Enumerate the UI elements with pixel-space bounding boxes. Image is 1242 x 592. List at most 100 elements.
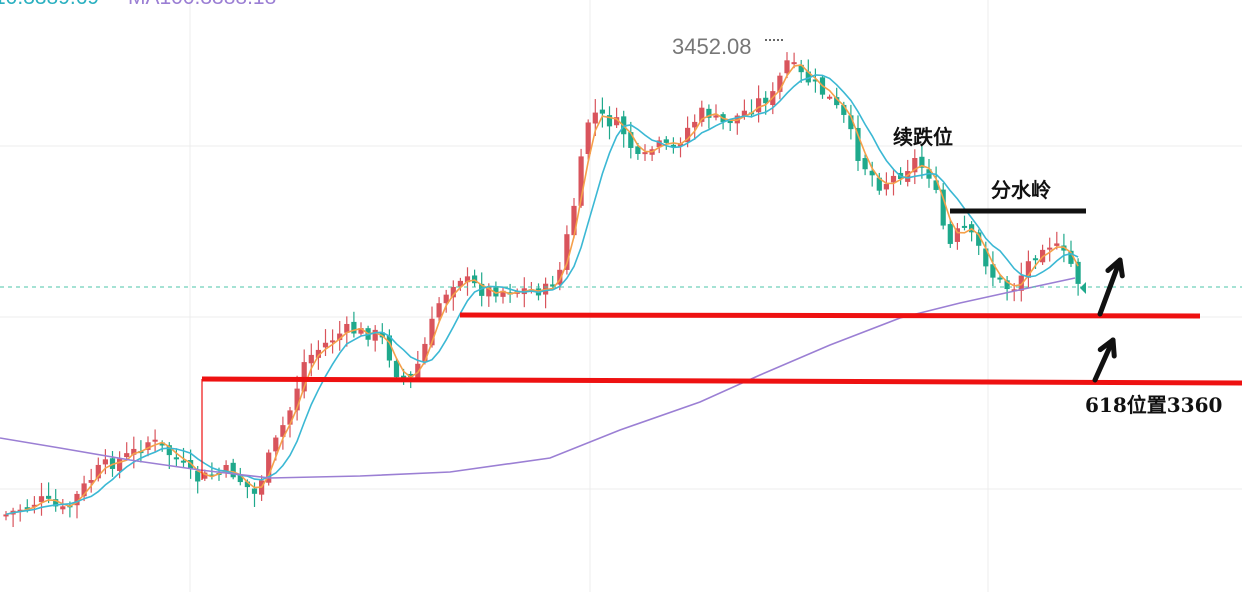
candle-body-16: [117, 458, 123, 471]
candle-body-84: [599, 109, 605, 114]
candle-body-135: [961, 225, 968, 228]
candle-body-34: [244, 481, 250, 488]
watershed-label: 分水岭: [991, 178, 1051, 202]
candle-body-82: [585, 122, 591, 154]
candle-body-100: [713, 115, 719, 118]
candle-body-88: [628, 132, 634, 148]
candle-body-49: [351, 321, 357, 334]
ma-fast-line: [5, 64, 1079, 516]
fib-618-label: 618位置3360: [1085, 393, 1222, 417]
candle-body-79: [564, 234, 570, 270]
candle-body-140: [997, 277, 1003, 280]
candle-body-43: [308, 354, 314, 364]
candle-body-97: [692, 121, 698, 128]
candle-body-139: [990, 264, 996, 278]
candle-body-47: [337, 333, 343, 341]
candle-body-11: [81, 483, 87, 497]
candle-body-94: [670, 144, 676, 147]
ma-slow-line: [0, 277, 1076, 479]
candle-body-20: [145, 442, 151, 450]
candle-body-32: [230, 462, 236, 478]
candle-body-83: [592, 112, 598, 124]
arrow-upper: [1097, 257, 1123, 317]
candle-body-5: [38, 496, 45, 503]
candle-body-80: [571, 205, 577, 236]
candle-body-31: [223, 465, 229, 473]
candle-body-40: [287, 410, 293, 425]
candle-body-127: [905, 171, 911, 182]
candle-body-119: [848, 115, 854, 130]
candle-body-111: [791, 62, 797, 65]
candle-body-27: [195, 470, 201, 482]
peak-price-label: 3452.08: [672, 34, 752, 59]
arrow-lower-head: [1097, 337, 1117, 359]
candle-body-14: [102, 459, 108, 465]
candle-body-106: [756, 98, 762, 113]
candle-body-151: [1075, 261, 1081, 284]
candle-body-128: [912, 158, 918, 173]
candle-body-10: [74, 493, 80, 506]
candle-body-89: [635, 146, 641, 154]
candle-body-134: [954, 228, 960, 242]
candle-body-99: [706, 108, 712, 118]
candle-body-90: [642, 152, 648, 155]
candle-body-45: [322, 342, 329, 348]
candle-body-92: [656, 140, 662, 148]
candle-body-44: [315, 349, 321, 358]
candle-body-55: [393, 360, 400, 378]
candle-body-98: [699, 107, 705, 122]
candle-body-147: [1047, 247, 1053, 250]
arrow-lower: [1092, 337, 1116, 383]
candle-body-107: [763, 97, 769, 104]
support-line-lower: [201, 376, 1242, 386]
ma-mid-line: [5, 74, 1079, 516]
candle-body-117: [834, 97, 840, 106]
candle-body-64: [457, 280, 463, 287]
candle-body-143: [1018, 275, 1024, 291]
candle-body-56: [401, 375, 407, 378]
candle-body-131: [933, 180, 939, 190]
candle-body-116: [827, 96, 833, 99]
candle-body-109: [777, 75, 783, 92]
candle-body-7: [53, 499, 59, 507]
candle-body-48: [344, 323, 350, 333]
candle-body-93: [663, 139, 669, 143]
candle-body-17: [124, 453, 130, 458]
arrow-upper-head: [1105, 257, 1125, 279]
candle-body-22: [159, 442, 165, 446]
candle-body-63: [450, 286, 456, 298]
candle-body-118: [841, 104, 847, 115]
candle-body-102: [727, 120, 733, 124]
candle-body-3: [24, 507, 30, 510]
candle-body-77: [550, 284, 556, 287]
annotation-overlays: [0, 39, 1242, 480]
candle-body-21: [152, 439, 158, 442]
candle-body-39: [280, 425, 286, 437]
candle-body-58: [415, 363, 421, 378]
candle-body-96: [685, 127, 691, 143]
candle-body-52: [372, 329, 378, 341]
candle-body-41: [294, 388, 300, 411]
candle-body-12: [88, 480, 94, 483]
candle-body-29: [209, 474, 215, 477]
moving-average-lines: [0, 64, 1079, 516]
candle-body-8: [60, 506, 66, 510]
ma-legend-right: MA100.3388.18: [128, 0, 276, 9]
candle-body-61: [436, 303, 442, 318]
candle-body-120: [855, 127, 861, 161]
candle-body-67: [479, 283, 485, 296]
candle-body-60: [429, 318, 435, 346]
candle-body-33: [237, 474, 243, 483]
support-line-upper: [459, 312, 1201, 319]
candle-body-6: [46, 495, 52, 499]
candle-body-59: [422, 343, 428, 363]
candle-body-68: [486, 286, 492, 297]
candle-body-42: [301, 362, 307, 392]
candle-body-81: [578, 156, 584, 206]
candle-body-85: [606, 115, 613, 127]
candle-body-125: [890, 175, 897, 183]
current-price-diamond: [1080, 282, 1086, 294]
candle-body-122: [869, 170, 875, 176]
